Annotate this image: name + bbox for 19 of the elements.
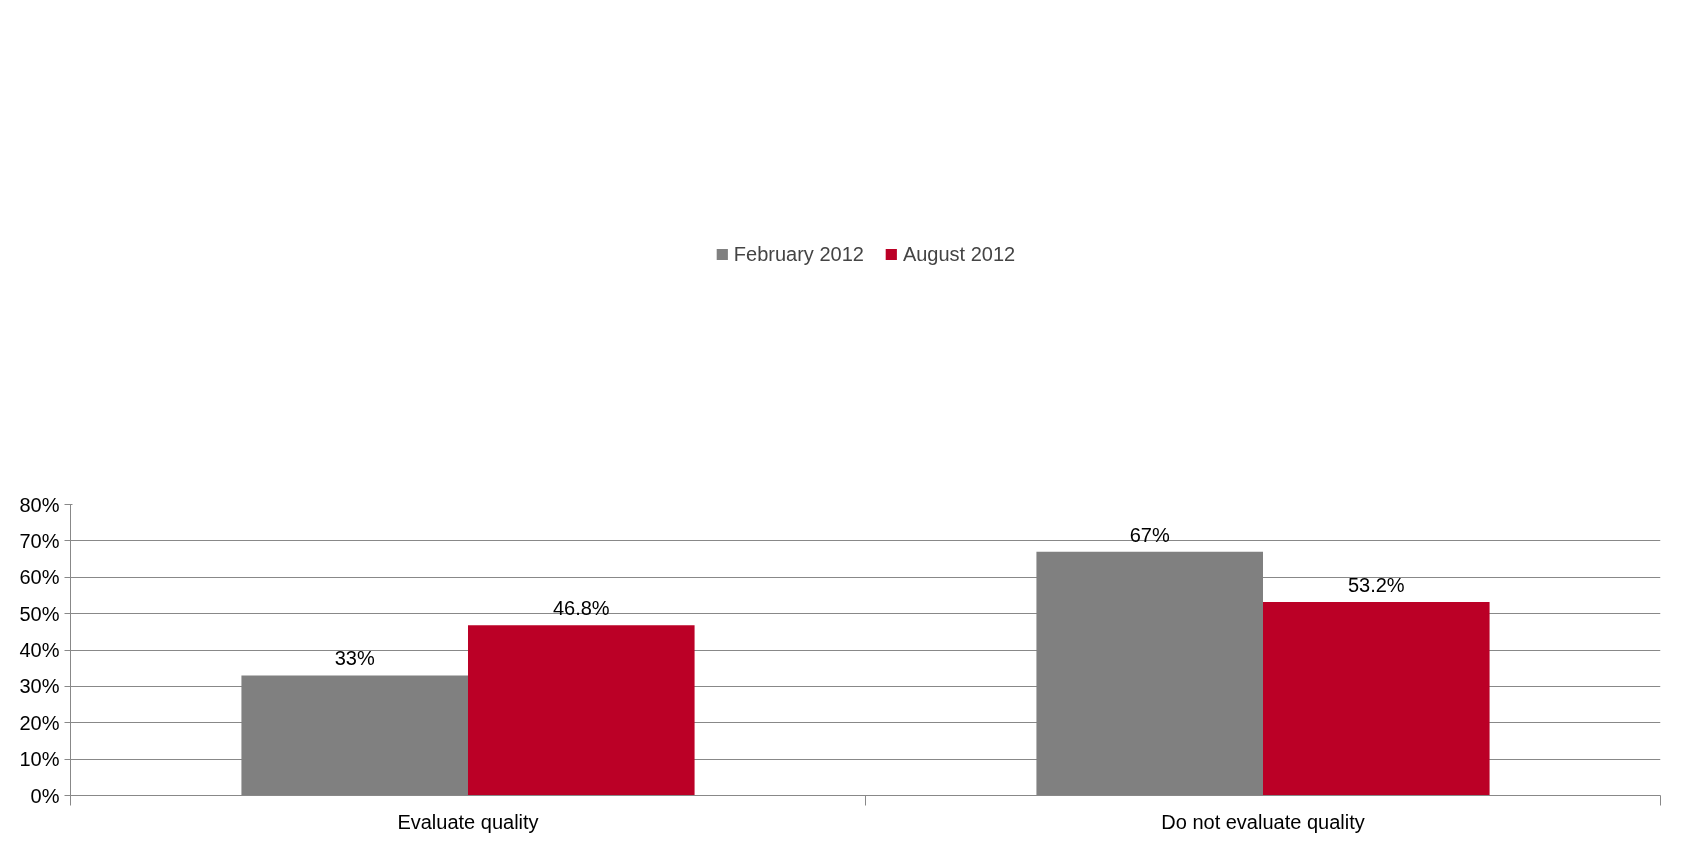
y-tick-label: 60% — [19, 566, 60, 589]
y-tick-label: 50% — [19, 602, 60, 625]
y-tick-label: 10% — [19, 748, 60, 771]
y-tick-label: 0% — [30, 784, 60, 807]
legend-label: February 2012 — [733, 242, 864, 266]
data-label: 46.8% — [552, 597, 610, 620]
y-tick-label: 20% — [19, 711, 60, 734]
bar — [1263, 601, 1490, 796]
legend-label: August 2012 — [902, 242, 1016, 266]
y-tick-label: 80% — [19, 493, 60, 516]
data-label: 53.2% — [1347, 573, 1405, 596]
data-label: 33% — [334, 647, 375, 670]
x-tick-label: Do not evaluate quality — [1161, 810, 1365, 833]
y-tick-label: 30% — [19, 675, 60, 698]
data-label: 67% — [1129, 523, 1170, 546]
bar — [468, 625, 695, 796]
x-tick-label: Evaluate quality — [397, 810, 539, 833]
y-tick-label: 40% — [19, 639, 60, 661]
y-tick-label: 70% — [19, 529, 60, 552]
